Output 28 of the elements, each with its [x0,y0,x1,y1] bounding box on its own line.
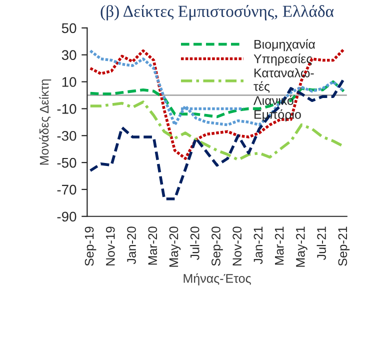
y-tick-label: -10 [57,104,76,114]
x-tick-label: Nov-19 [106,226,115,266]
x-tick-label: Jan-21 [254,226,263,264]
y-tick-label: -90 [57,212,76,222]
x-tick-label: Sep-19 [84,226,96,266]
y-tick-label: 30 [62,50,76,60]
chart-title: (β) Δείκτες Εμπιστοσύνης, Ελλάδα [100,5,334,20]
y-tick-label: 50 [62,23,76,34]
x-tick-label: Mar-20 [148,226,158,265]
y-axis-title: Μονάδες Δείκτη [39,79,52,165]
x-tick-label: Jul-21 [316,226,326,260]
x-tick-label: Mar-21 [274,226,284,265]
y-tick-label: -50 [57,158,76,168]
y-tick-label: -70 [57,184,76,195]
x-tick-label: May-21 [296,226,308,267]
line-series [88,78,346,200]
y-tick-label: 10 [62,77,76,87]
x-tick-label: Jan-20 [127,226,136,264]
x-tick-label: Sep-20 [212,226,223,266]
x-tick-label: May-20 [169,226,181,267]
x-tick-label: Nov-20 [232,226,242,266]
legend-label: Καταναλω- τές [254,68,314,93]
x-tick-label: Sep-21 [338,226,350,266]
x-tick-label: Jul-20 [190,226,200,260]
legend-label: Υπηρεσίες [254,54,312,66]
y-tick-label: -30 [57,130,76,141]
x-axis-title: Μήνας-Έτος [184,273,251,286]
legend-label: Βιομηχανία [254,39,316,52]
